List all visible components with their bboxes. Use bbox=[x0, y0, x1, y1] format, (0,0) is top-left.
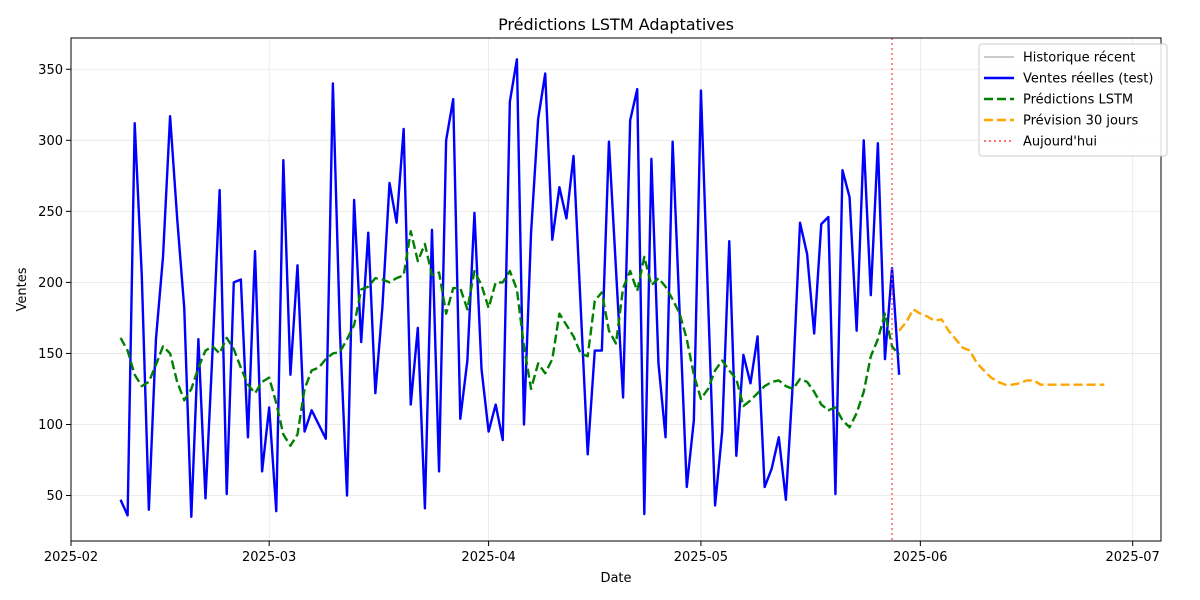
plot-frame bbox=[70, 37, 1162, 542]
series-layer bbox=[119, 58, 1105, 519]
x-axis-label: Date bbox=[600, 571, 631, 586]
x-tick-label: 2025-05 bbox=[674, 550, 728, 565]
legend-label: Aujourd'hui bbox=[1023, 135, 1097, 150]
y-tick-label: 200 bbox=[38, 276, 63, 291]
legend-label: Prédictions LSTM bbox=[1023, 93, 1133, 108]
y-tick-label: 50 bbox=[46, 489, 63, 504]
axes: 2025-02 2025-03 2025-04 2025-05 2025-06 2025-… bbox=[38, 63, 1160, 565]
x-tick-label: 2025-03 bbox=[242, 550, 296, 565]
y-tick-label: 150 bbox=[38, 347, 63, 362]
legend-box bbox=[978, 43, 1168, 157]
chart-title: Prédictions LSTM Adaptatives bbox=[498, 15, 734, 34]
y-tick-label: 350 bbox=[38, 63, 63, 78]
x-tick-label: 2025-02 bbox=[44, 550, 98, 565]
x-tick-label: 2025-04 bbox=[461, 550, 515, 565]
series-line-prevision-30-jours bbox=[898, 308, 1105, 386]
legend-label: Ventes réelles (test) bbox=[1023, 72, 1153, 87]
x-tick-label: 2025-06 bbox=[893, 550, 947, 565]
series-line-predictions-lstm bbox=[119, 230, 901, 447]
y-tick-label: 100 bbox=[38, 418, 63, 433]
legend-label: Historique récent bbox=[1023, 51, 1135, 66]
x-tick-label: 2025-07 bbox=[1106, 550, 1160, 565]
y-tick-label: 250 bbox=[38, 205, 63, 220]
y-tick-label: 300 bbox=[38, 134, 63, 149]
legend-label: Prévision 30 jours bbox=[1023, 114, 1139, 129]
y-axis-label: Ventes bbox=[15, 267, 30, 311]
series-line-ventes-reelles-test bbox=[119, 58, 901, 519]
legend: Historique récent Ventes réelles (test) Pr… bbox=[978, 43, 1168, 157]
